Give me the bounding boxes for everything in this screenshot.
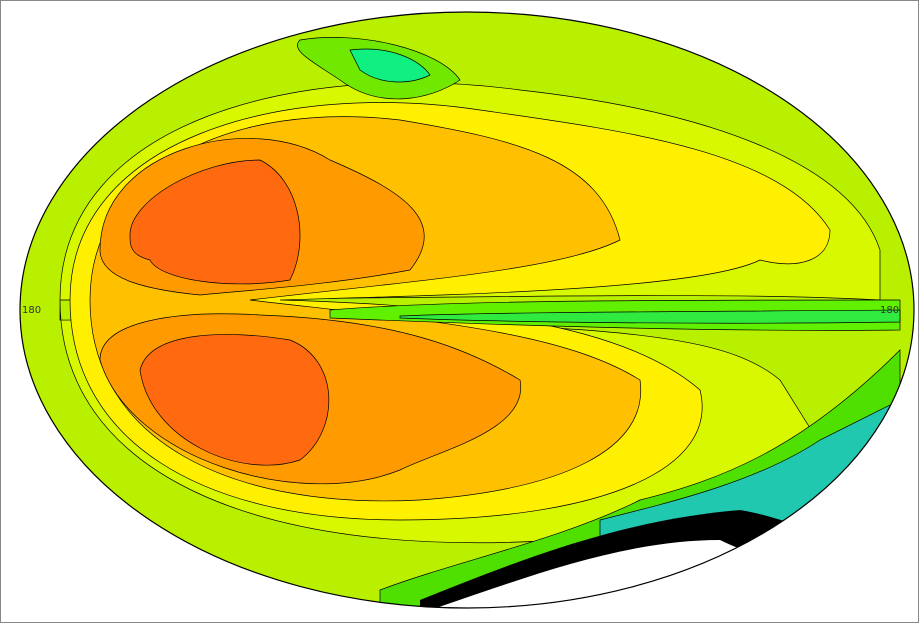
equator-core <box>399 309 901 324</box>
meridian-label: 180 <box>22 305 41 316</box>
globe-outline <box>19 11 915 609</box>
meridian-label: 180 <box>880 305 899 316</box>
north-core <box>349 48 431 83</box>
band-peak <box>129 159 330 466</box>
